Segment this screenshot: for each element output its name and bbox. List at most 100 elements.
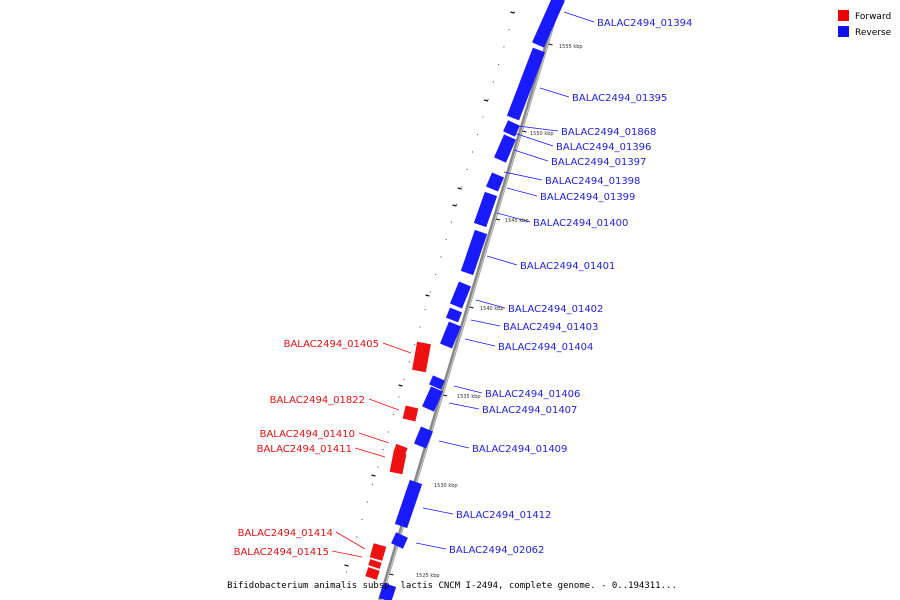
- gene-block[interactable]: [422, 386, 443, 412]
- gene-block[interactable]: [368, 559, 382, 569]
- scale-dot: [503, 46, 505, 48]
- scale-dot: [450, 221, 452, 223]
- scale-dot: [361, 518, 363, 521]
- gene-label-reverse[interactable]: BALAC2494_01409: [472, 444, 567, 455]
- gene-block[interactable]: [412, 341, 431, 373]
- scale-dot: [487, 98, 489, 101]
- scale-dot: [340, 588, 342, 591]
- gene-label-reverse[interactable]: BALAC2494_01868: [561, 127, 656, 138]
- gene-label-reverse[interactable]: BALAC2494_01394: [597, 18, 692, 29]
- scale-dot: [356, 536, 358, 538]
- gene-label-forward[interactable]: BALAC2494_01415: [234, 547, 329, 558]
- scale-dot: [440, 256, 442, 258]
- scale-tick: [483, 99, 489, 102]
- gene-block[interactable]: [365, 567, 380, 580]
- gene-block[interactable]: [503, 120, 520, 137]
- gene-label-forward[interactable]: BALAC2494_01405: [284, 339, 379, 350]
- gene-block[interactable]: [389, 451, 407, 475]
- scale-dot: [461, 186, 463, 188]
- scale-dot: [498, 63, 500, 66]
- gene-label-reverse[interactable]: BALAC2494_01397: [551, 157, 646, 168]
- gene-block[interactable]: [439, 321, 462, 349]
- scale-tick: [452, 204, 457, 207]
- gene-label-reverse[interactable]: BALAC2494_01400: [533, 218, 628, 229]
- scale-dot: [456, 203, 458, 206]
- scale-dot: [403, 378, 405, 381]
- scale-dot: [492, 81, 494, 83]
- gene-label-reverse[interactable]: BALAC2494_01404: [498, 342, 593, 353]
- gene-block[interactable]: [369, 543, 387, 561]
- gene-block[interactable]: [391, 532, 408, 549]
- reverse-genes: [378, 0, 565, 600]
- forward-genes: [365, 341, 431, 580]
- scale-dot: [424, 308, 426, 311]
- gene-label-forward[interactable]: BALAC2494_01822: [270, 395, 365, 406]
- reverse-connectors: [415, 11, 595, 550]
- gene-label-reverse[interactable]: BALAC2494_01403: [503, 322, 598, 333]
- scale-tick-labels: 1555 kbp 1550 kbp 1545 kbp 1540 kbp 1535…: [416, 44, 583, 579]
- scale-dot: [445, 238, 447, 241]
- scale-tick: [522, 130, 527, 133]
- scale-dot: [414, 343, 416, 346]
- scale-tick: [548, 43, 553, 46]
- gene-block[interactable]: [494, 134, 516, 163]
- scale-tick-label: 1550 kbp: [530, 131, 554, 137]
- scale-dot: [345, 571, 347, 573]
- scale-dot: [429, 291, 431, 293]
- reverse-swatch: [838, 26, 849, 37]
- gene-label-reverse[interactable]: BALAC2494_01407: [482, 405, 577, 416]
- gene-label-forward[interactable]: BALAC2494_01414: [238, 528, 333, 539]
- gene-label-reverse[interactable]: BALAC2494_01399: [540, 192, 635, 203]
- scale-dot: [477, 133, 479, 136]
- scale-tick: [443, 394, 448, 397]
- scale-dot: [513, 11, 516, 13]
- scale-dot: [471, 151, 473, 153]
- forward-labels: BALAC2494_01405 BALAC2494_01822 BALAC249…: [234, 339, 379, 558]
- gene-block[interactable]: [429, 375, 445, 390]
- scale-tick-label: 1555 kbp: [559, 44, 583, 50]
- gene-block[interactable]: [378, 582, 397, 600]
- gene-block[interactable]: [473, 191, 498, 228]
- gene-label-forward[interactable]: BALAC2494_01410: [260, 429, 355, 440]
- scale-dot: [435, 273, 437, 276]
- scale-tick-label: 1525 kbp: [416, 573, 440, 579]
- scale-dot: [466, 168, 468, 171]
- gene-block[interactable]: [445, 307, 463, 323]
- scale-ticks: [344, 11, 553, 576]
- gene-label-reverse[interactable]: BALAC2494_01396: [556, 142, 651, 153]
- gene-block[interactable]: [449, 281, 472, 309]
- scale-tick: [389, 573, 394, 576]
- forward-connectors: [331, 342, 412, 558]
- scale-tick: [344, 564, 349, 567]
- scale-dot: [408, 361, 410, 363]
- scale-dot: [366, 501, 368, 503]
- reverse-labels: BALAC2494_01394 BALAC2494_01395 BALAC249…: [449, 18, 692, 556]
- gene-label-reverse[interactable]: BALAC2494_02062: [449, 545, 544, 556]
- scale-tick-label: 1530 kbp: [434, 483, 458, 489]
- gene-block[interactable]: [413, 426, 434, 449]
- legend: Forward Reverse: [838, 10, 892, 38]
- gene-block[interactable]: [532, 0, 565, 48]
- genome-caption: Bifidobacterium animalis subsp. lactis C…: [227, 581, 677, 591]
- scale-tick: [398, 384, 403, 387]
- scale-dot: [482, 116, 484, 118]
- gene-block[interactable]: [402, 405, 419, 422]
- gene-block[interactable]: [486, 172, 504, 192]
- gene-label-reverse[interactable]: BALAC2494_01401: [520, 261, 615, 272]
- gene-block[interactable]: [394, 479, 423, 529]
- gene-label-reverse[interactable]: BALAC2494_01402: [508, 304, 603, 315]
- scale-dot: [508, 28, 510, 31]
- scale-dot: [398, 396, 400, 398]
- gene-block[interactable]: [393, 443, 408, 457]
- gene-label-reverse[interactable]: BALAC2494_01412: [456, 510, 551, 521]
- gene-label-reverse[interactable]: BALAC2494_01406: [485, 389, 580, 400]
- gene-block[interactable]: [460, 229, 488, 276]
- scale-dot: [387, 431, 389, 433]
- gene-label-reverse[interactable]: BALAC2494_01398: [545, 176, 640, 187]
- gene-label-forward[interactable]: BALAC2494_01411: [257, 444, 352, 455]
- gene-block[interactable]: [506, 47, 546, 121]
- gene-label-reverse[interactable]: BALAC2494_01395: [572, 93, 667, 104]
- scale-dot: [382, 448, 384, 451]
- scale-tick-label: 1540 kbp: [480, 306, 504, 312]
